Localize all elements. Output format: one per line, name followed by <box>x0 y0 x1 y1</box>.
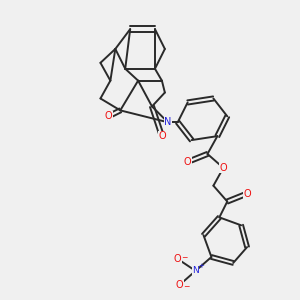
Text: O: O <box>176 280 184 290</box>
Text: O: O <box>105 111 112 121</box>
Text: N: N <box>192 266 199 275</box>
Text: −: − <box>183 282 189 291</box>
Text: −: − <box>181 253 188 262</box>
Text: +: + <box>198 262 204 268</box>
Text: O: O <box>220 163 227 173</box>
Text: O: O <box>174 254 182 264</box>
Text: O: O <box>184 157 191 167</box>
Text: O: O <box>243 189 251 199</box>
Text: N: N <box>164 117 172 127</box>
Text: O: O <box>158 131 166 141</box>
